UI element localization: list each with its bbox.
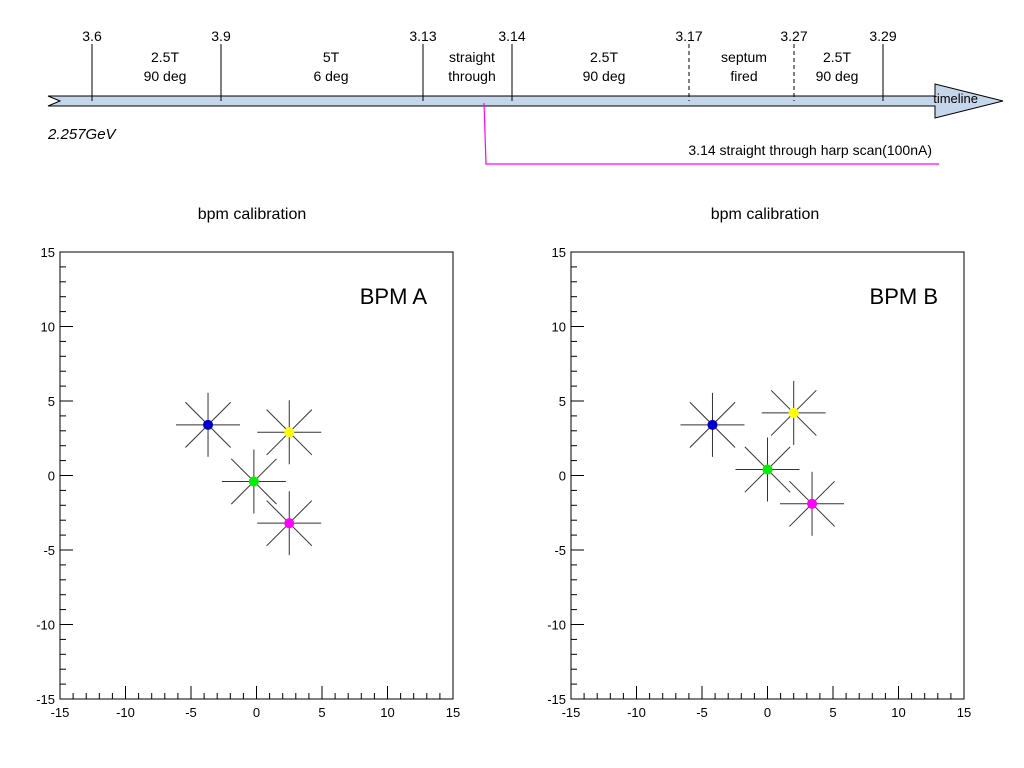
bpm-b-label: BPM B	[870, 284, 938, 309]
timeline-segment-line2: through	[448, 68, 495, 84]
timeline-segment-line1: straight	[449, 49, 495, 65]
point-dot	[284, 427, 295, 438]
timeline-marker-label: 3.14	[498, 28, 525, 44]
annotation-text: 3.14 straight through harp scan(100nA)	[688, 142, 932, 158]
timeline-marker-label: 3.17	[675, 28, 702, 44]
x-tick-label: 10	[380, 705, 394, 720]
timeline-segment-line1: 2.5T	[823, 49, 851, 65]
timeline-segment-line2: fired	[730, 68, 757, 84]
bpm-b-plot: bpm calibration -15 -10 -5 0 5 10 15 -15 -10 -5 0 5…	[547, 206, 971, 720]
data-point-2	[221, 449, 286, 514]
y-tick-label: 10	[552, 320, 566, 335]
timeline-marker-label: 3.27	[780, 28, 807, 44]
y-tick-label: 15	[552, 245, 566, 260]
y-tick-label: -10	[36, 618, 55, 633]
y-tick-label: 10	[41, 320, 55, 335]
bpm-b-axes: -15 -10 -5 0 5 10 15 -15 -10 -5 0 5 10 15	[547, 245, 971, 720]
y-tick-label: 5	[559, 394, 566, 409]
timeline-band	[47, 83, 1004, 119]
data-point-2	[735, 437, 800, 502]
timeline-segment-line1: 5T	[323, 49, 340, 65]
timeline-segment-line2: 90 deg	[816, 68, 859, 84]
x-tick-label: 5	[829, 705, 836, 720]
timeline-segment-line2: 6 deg	[313, 68, 348, 84]
timeline-marker-label: 3.9	[211, 28, 231, 44]
y-tick-label: -10	[547, 618, 566, 633]
x-tick-label: 15	[446, 705, 460, 720]
bpm-a-frame	[59, 251, 454, 700]
x-tick-label: 0	[253, 705, 260, 720]
timeline-segment-line2: 90 deg	[144, 68, 187, 84]
bpm-a-title: bpm calibration	[198, 206, 307, 223]
x-tick-label: -5	[696, 705, 708, 720]
x-tick-label: -15	[51, 705, 70, 720]
y-tick-label: 5	[48, 394, 55, 409]
data-point-1	[761, 380, 826, 445]
x-tick-label: -10	[627, 705, 646, 720]
data-point-0	[176, 392, 241, 457]
point-dot	[248, 476, 259, 487]
x-tick-label: -15	[562, 705, 581, 720]
timeline-marker-label: 3.6	[82, 28, 102, 44]
bpm-a-label: BPM A	[360, 284, 428, 309]
y-tick-label: -5	[43, 543, 55, 558]
bpm-a-axes: -15 -10 -5 0 5 10 15 -15 -10 -5 0 5 10 15	[36, 245, 460, 720]
data-point-3	[257, 491, 322, 556]
data-point-1	[257, 400, 322, 465]
bpm-a-plot: bpm calibration -15 -10 -5 0 5 10 15 -15 -10 -5 0 5…	[36, 206, 460, 720]
point-dot	[707, 419, 718, 430]
x-tick-label: -10	[116, 705, 135, 720]
timeline-segment-line2: 90 deg	[583, 68, 626, 84]
x-tick-label: -5	[185, 705, 197, 720]
bpm-b-title: bpm calibration	[711, 206, 820, 223]
energy-label: 2.257GeV	[47, 126, 118, 143]
timeline-name: timeline	[933, 91, 978, 106]
y-tick-label: -5	[554, 543, 566, 558]
timeline-segment-line1: 2.5T	[590, 49, 618, 65]
point-dot	[284, 518, 295, 529]
y-tick-label: -15	[547, 692, 566, 707]
y-tick-label: 0	[559, 469, 566, 484]
timeline-segment-line1: 2.5T	[151, 49, 179, 65]
timeline-segments: 2.5T 90 deg 5T 6 deg straight through 2.5T 90 d…	[144, 49, 859, 84]
data-point-0	[680, 392, 745, 457]
point-dot	[203, 419, 214, 430]
y-tick-label: 15	[41, 245, 55, 260]
timeline-panel: 3.6 3.9 3.13 3.14 3.17 3.27 3.29 2.5T 90 deg 5T 6…	[47, 28, 1004, 165]
y-tick-label: -15	[36, 692, 55, 707]
x-tick-label: 0	[764, 705, 771, 720]
timeline-segment-line1: septum	[721, 49, 767, 65]
data-point-3	[780, 471, 845, 536]
bpm-a-marks	[176, 392, 322, 556]
timeline-marker-label: 3.13	[409, 28, 436, 44]
point-dot	[807, 498, 818, 509]
point-dot	[762, 464, 773, 475]
x-tick-label: 10	[891, 705, 905, 720]
timeline-markers: 3.6 3.9 3.13 3.14 3.17 3.27 3.29	[82, 28, 897, 101]
x-tick-label: 15	[957, 705, 971, 720]
point-dot	[788, 407, 799, 418]
timeline-marker-label: 3.29	[869, 28, 896, 44]
annotation-bracket	[483, 102, 939, 165]
bpm-b-marks	[680, 380, 845, 536]
x-tick-label: 5	[318, 705, 325, 720]
y-tick-label: 0	[48, 469, 55, 484]
